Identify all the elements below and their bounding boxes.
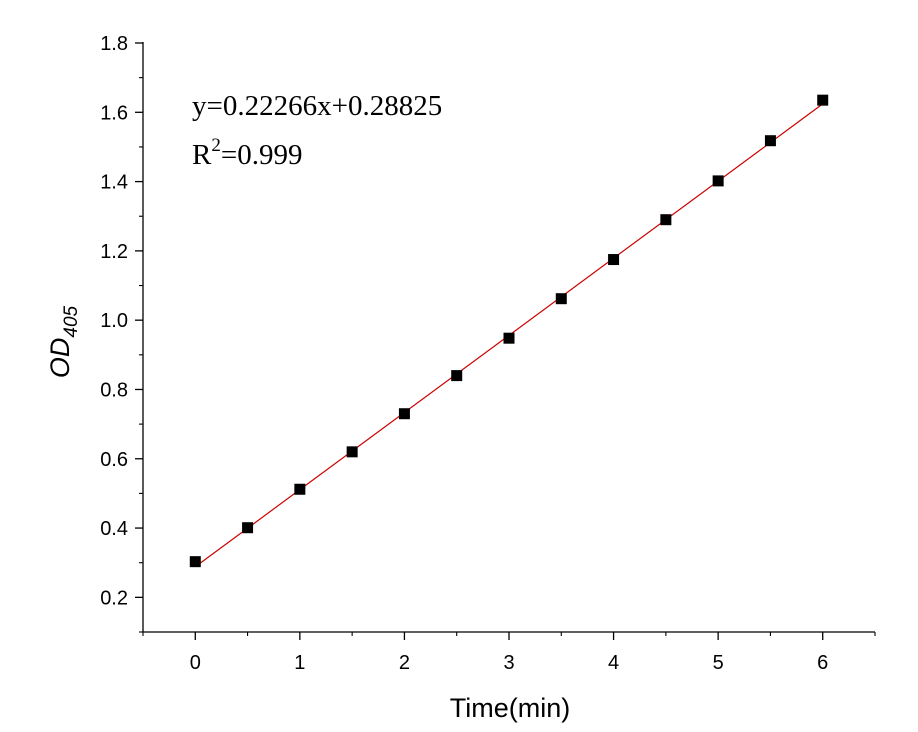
x-tick-label: 6 bbox=[817, 652, 828, 674]
data-point bbox=[451, 370, 463, 382]
x-tick-label: 4 bbox=[608, 652, 619, 674]
x-tick-label: 2 bbox=[399, 652, 410, 674]
data-point bbox=[608, 254, 620, 266]
y-tick-label: 1.4 bbox=[100, 172, 128, 194]
y-tick-label: 1.0 bbox=[100, 310, 128, 332]
y-tick-label: 1.2 bbox=[100, 241, 128, 263]
data-points bbox=[189, 94, 829, 568]
data-point bbox=[503, 332, 515, 344]
x-tick-label: 3 bbox=[503, 652, 514, 674]
data-point bbox=[294, 483, 306, 495]
data-point bbox=[242, 522, 254, 534]
data-point bbox=[398, 408, 410, 420]
data-point bbox=[712, 175, 724, 187]
equation-annotation: y=0.22266x+0.28825 bbox=[192, 90, 442, 122]
x-axis-title: Time(min) bbox=[450, 693, 571, 723]
r-squared-prefix: R bbox=[192, 139, 212, 171]
data-point bbox=[817, 94, 829, 106]
r-squared-annotation: R2=0.999 bbox=[192, 135, 302, 171]
data-point bbox=[764, 135, 776, 147]
ticks: 0 1 2 3 4 5 6 0.2 0.4 0.6 0.8 1.0 1.2 1.4 1.6 1.8 bbox=[100, 33, 876, 674]
y-tick-label: 0.4 bbox=[100, 518, 128, 540]
x-tick-label: 1 bbox=[294, 652, 305, 674]
data-point bbox=[555, 293, 567, 305]
x-tick-label: 0 bbox=[190, 652, 201, 674]
data-point bbox=[660, 214, 672, 226]
x-tick-label: 5 bbox=[713, 652, 724, 674]
y-tick-label: 0.2 bbox=[100, 587, 128, 609]
y-axis-title: OD405 bbox=[45, 305, 82, 378]
data-point bbox=[346, 446, 358, 458]
y-tick-label: 0.8 bbox=[100, 379, 128, 401]
y-tick-label: 0.6 bbox=[100, 449, 128, 471]
y-tick-label: 1.8 bbox=[100, 33, 128, 55]
y-axis-title-subscript: 405 bbox=[61, 305, 82, 337]
y-axis-title-main: OD bbox=[45, 338, 75, 379]
r-squared-superscript: 2 bbox=[211, 135, 221, 156]
r-squared-value: =0.999 bbox=[221, 139, 303, 171]
y-tick-label: 1.6 bbox=[100, 102, 128, 124]
data-point bbox=[189, 556, 201, 568]
